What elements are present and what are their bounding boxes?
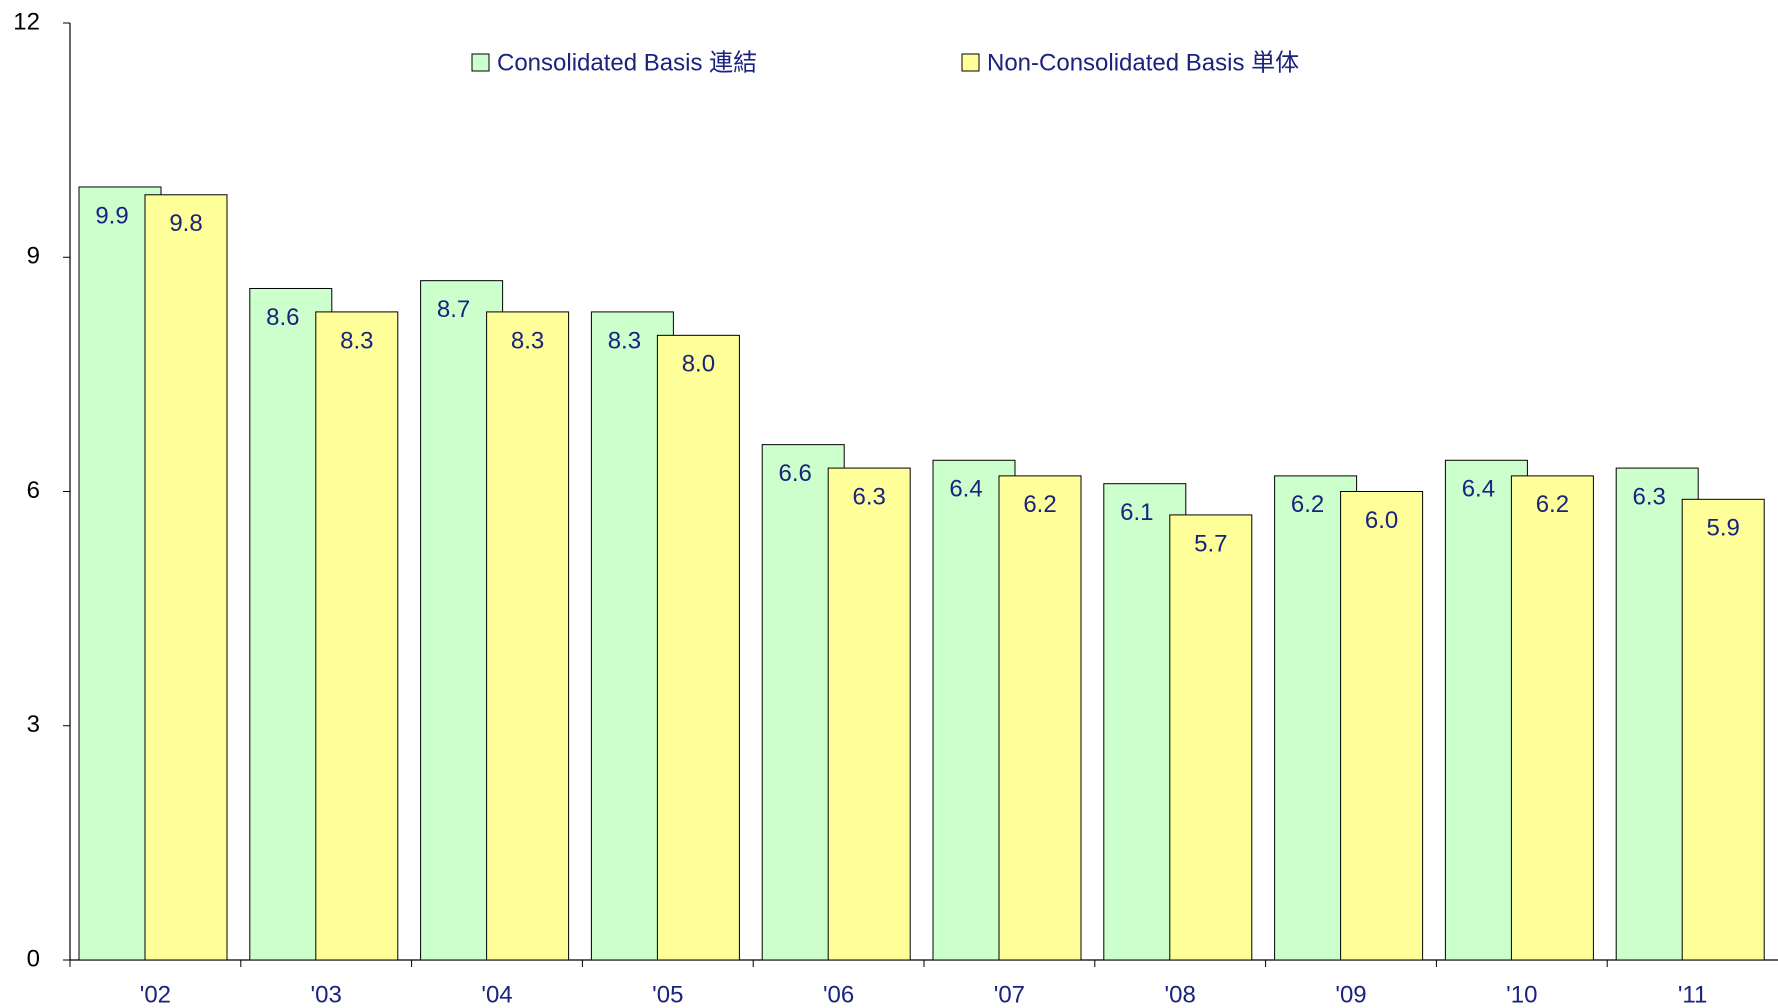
y-tick-label: 9 [27, 243, 40, 270]
value-label: 8.3 [608, 327, 641, 354]
value-label: 6.2 [1291, 491, 1324, 518]
x-tick-label: '07 [994, 981, 1025, 1008]
x-tick-label: '04 [481, 981, 512, 1008]
value-label: 6.3 [853, 483, 886, 510]
value-label: 5.9 [1707, 515, 1740, 542]
value-label: 6.4 [1462, 476, 1495, 503]
bar [656, 334, 740, 961]
bar [827, 467, 911, 961]
legend-swatch [961, 53, 980, 72]
value-label: 8.7 [437, 296, 470, 323]
x-tick-label: '05 [652, 981, 683, 1008]
value-label: 6.1 [1120, 499, 1153, 526]
value-label: 5.7 [1194, 530, 1227, 557]
bar [315, 311, 399, 961]
value-label: 8.3 [340, 327, 373, 354]
legend-label: Non-Consolidated Basis 単体 [987, 49, 1299, 76]
bar [144, 194, 228, 961]
value-label: 6.4 [949, 476, 982, 503]
bar [1169, 514, 1253, 961]
bar [486, 311, 570, 961]
value-label: 6.2 [1023, 491, 1056, 518]
legend-label: Consolidated Basis 連結 [497, 49, 757, 76]
x-tick-label: '03 [311, 981, 342, 1008]
value-label: 9.8 [169, 210, 202, 237]
legend-swatch [471, 53, 490, 72]
y-tick-label: 3 [27, 711, 40, 738]
x-tick-label: '11 [1678, 981, 1708, 1008]
value-label: 8.6 [266, 304, 299, 331]
x-tick-label: '09 [1335, 981, 1366, 1008]
value-label: 9.9 [95, 202, 128, 229]
bar [1510, 475, 1594, 961]
x-tick-label: '10 [1506, 981, 1537, 1008]
value-label: 6.2 [1536, 491, 1569, 518]
x-tick-label: '02 [140, 981, 171, 1008]
x-tick-label: '06 [823, 981, 854, 1008]
value-label: 6.0 [1365, 507, 1398, 534]
bar [1340, 491, 1424, 961]
y-tick-label: 12 [13, 8, 40, 35]
value-label: 8.0 [682, 351, 715, 378]
bar [998, 475, 1082, 961]
y-tick-label: 0 [27, 945, 40, 972]
value-label: 6.3 [1633, 483, 1666, 510]
x-tick-label: '08 [1165, 981, 1196, 1008]
value-label: 8.3 [511, 327, 544, 354]
value-label: 6.6 [779, 460, 812, 487]
y-tick-label: 6 [27, 477, 40, 504]
bar [1681, 498, 1765, 961]
